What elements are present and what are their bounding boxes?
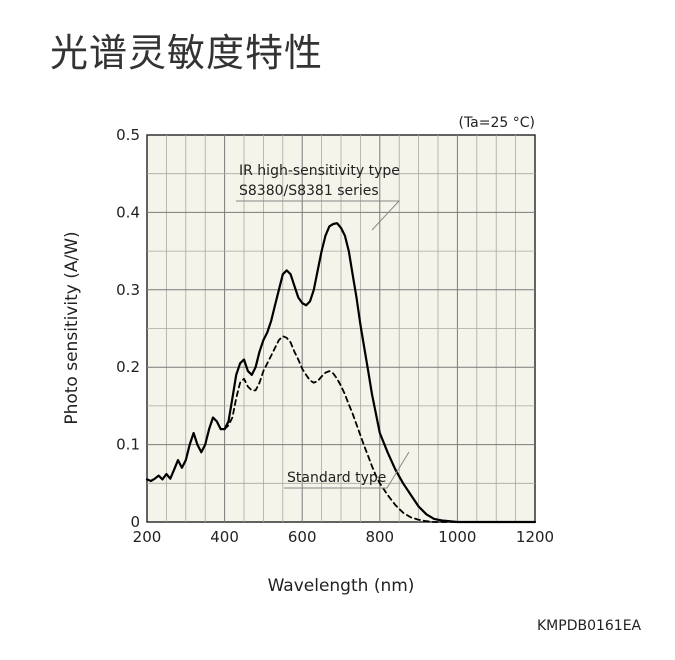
x-tick-label: 200 (133, 528, 162, 546)
x-tick-label: 1000 (438, 528, 476, 546)
ir-type-label-line1: IR high-sensitivity type (239, 163, 400, 179)
page-title: 光谱灵敏度特性 (50, 31, 324, 75)
x-tick-label: 1200 (516, 528, 554, 546)
y-tick-label: 0 (130, 513, 140, 531)
document-code: KMPDB0161EA (537, 618, 642, 634)
x-tick-label: 600 (288, 528, 317, 546)
y-tick-label: 0.5 (116, 126, 140, 144)
y-tick-label: 0.3 (116, 281, 140, 299)
y-tick-label: 0.1 (116, 436, 140, 454)
ir-type-label-line2: S8380/S8381 series (239, 183, 379, 199)
condition-label: (Ta=25 °C) (458, 115, 535, 131)
x-tick-label: 400 (210, 528, 239, 546)
x-axis-label: Wavelength (nm) (268, 576, 415, 596)
y-axis-label: Photo sensitivity (A/W) (62, 231, 82, 424)
standard-type-leader-line (284, 451, 410, 489)
standard-type-label: Standard type (287, 470, 386, 486)
x-tick-label: 800 (365, 528, 394, 546)
tick-labels: 200 400 600 800 1000 1200 0 0.1 0.2 0.3 0.4 0.5 (116, 126, 554, 546)
series-group (145, 222, 537, 524)
series-line-standard (223, 335, 505, 523)
grid (147, 135, 535, 522)
ir-type-leader-line (236, 200, 401, 231)
y-tick-label: 0.4 (116, 203, 140, 221)
series-line-ir-high-sensitivity (145, 222, 537, 524)
y-tick-label: 0.2 (116, 358, 140, 376)
